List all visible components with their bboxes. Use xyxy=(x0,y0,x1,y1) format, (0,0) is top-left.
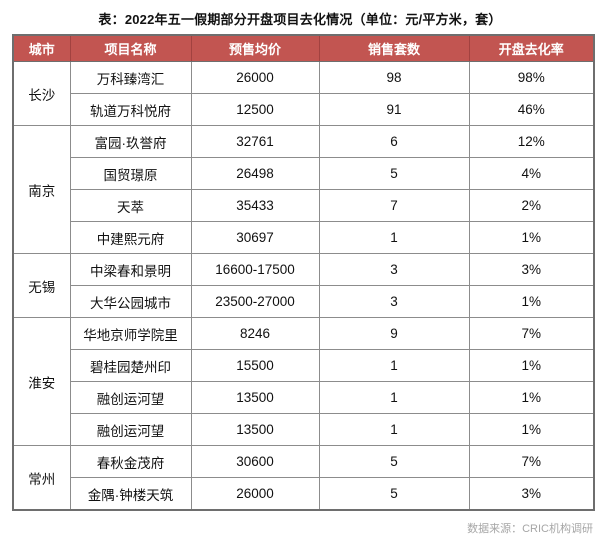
table-row: 天萃 35433 7 2% xyxy=(13,189,595,222)
rate-cell: 3% xyxy=(468,477,595,511)
rate-cell: 1% xyxy=(468,221,595,254)
rate-cell: 1% xyxy=(468,413,595,446)
header-row: 城市 项目名称 预售均价 销售套数 开盘去化率 xyxy=(12,34,595,62)
data-source-note: 数据来源：CRIC机构调研 xyxy=(467,523,593,535)
sales-table: 城市 项目名称 预售均价 销售套数 开盘去化率 长沙 万科臻湾汇 26000 98 98… xyxy=(12,34,595,511)
table-row: 金隅·钟楼天筑 26000 5 3% xyxy=(13,477,595,511)
price-cell: 13500 xyxy=(190,413,320,446)
city-cell: 南京 xyxy=(12,125,71,254)
units-cell: 98 xyxy=(318,61,470,94)
project-cell: 轨道万科悦府 xyxy=(69,93,192,126)
units-cell: 5 xyxy=(318,445,470,478)
rate-cell: 1% xyxy=(468,349,595,382)
col-header-rate: 开盘去化率 xyxy=(468,34,595,62)
col-header-city: 城市 xyxy=(12,34,71,62)
rate-cell: 3% xyxy=(468,253,595,286)
project-cell: 华地京师学院里 xyxy=(69,317,192,350)
project-cell: 万科臻湾汇 xyxy=(69,61,192,94)
rate-cell: 2% xyxy=(468,189,595,222)
rate-cell: 98% xyxy=(468,61,595,94)
price-cell: 23500-27000 xyxy=(190,285,320,318)
units-cell: 1 xyxy=(318,221,470,254)
price-cell: 30697 xyxy=(190,221,320,254)
table-row: 融创运河望 13500 1 1% xyxy=(13,381,595,414)
project-cell: 金隅·钟楼天筑 xyxy=(69,477,192,511)
table-row: 南京 富园·玖誉府 32761 6 12% xyxy=(12,125,595,254)
rate-cell: 7% xyxy=(468,445,595,478)
table-row: 国贸璟原 26498 5 4% xyxy=(13,157,595,190)
units-cell: 7 xyxy=(318,189,470,222)
units-cell: 5 xyxy=(318,477,470,511)
table-header: 城市 项目名称 预售均价 销售套数 开盘去化率 xyxy=(12,34,595,62)
project-cell: 中梁春和景明 xyxy=(69,253,192,286)
project-cell: 国贸璟原 xyxy=(69,157,192,190)
rate-cell: 12% xyxy=(468,125,595,158)
project-cell: 大华公园城市 xyxy=(69,285,192,318)
price-cell: 32761 xyxy=(190,125,320,158)
price-cell: 35433 xyxy=(190,189,320,222)
table-row: 长沙 万科臻湾汇 26000 98 98% xyxy=(12,61,595,126)
project-cell: 融创运河望 xyxy=(69,381,192,414)
project-cell: 中建熙元府 xyxy=(69,221,192,254)
table-row: 融创运河望 13500 1 1% xyxy=(13,413,595,446)
units-cell: 5 xyxy=(318,157,470,190)
units-cell: 1 xyxy=(318,381,470,414)
rate-cell: 1% xyxy=(468,285,595,318)
city-cell: 淮安 xyxy=(12,317,71,446)
project-cell: 春秋金茂府 xyxy=(69,445,192,478)
units-cell: 9 xyxy=(318,317,470,350)
table-row: 碧桂园楚州印 15500 1 1% xyxy=(13,349,595,382)
units-cell: 3 xyxy=(318,253,470,286)
price-cell: 26000 xyxy=(190,477,320,511)
col-header-price: 预售均价 xyxy=(190,34,320,62)
project-cell: 碧桂园楚州印 xyxy=(69,349,192,382)
rate-cell: 4% xyxy=(468,157,595,190)
units-cell: 6 xyxy=(318,125,470,158)
table-row: 无锡 中梁春和景明 16600-17500 3 3% xyxy=(12,253,595,318)
table-body: 长沙 万科臻湾汇 26000 98 98% 轨道万科悦府 12500 91 46% 南京 富园·玖誉… xyxy=(12,61,595,511)
table-row: 轨道万科悦府 12500 91 46% xyxy=(13,93,595,126)
rate-cell: 1% xyxy=(468,381,595,414)
price-cell: 13500 xyxy=(190,381,320,414)
table-title: 表：2022年五一假期部分开盘项目去化情况（单位：元/平方米，套） xyxy=(98,12,502,27)
table-row: 淮安 华地京师学院里 8246 9 7% xyxy=(12,317,595,446)
city-cell: 长沙 xyxy=(12,61,71,126)
units-cell: 91 xyxy=(318,93,470,126)
price-cell: 16600-17500 xyxy=(190,253,320,286)
price-cell: 15500 xyxy=(190,349,320,382)
city-cell: 无锡 xyxy=(12,253,71,318)
city-cell: 常州 xyxy=(12,445,71,511)
units-cell: 1 xyxy=(318,413,470,446)
price-cell: 26000 xyxy=(190,61,320,94)
table-row: 常州 春秋金茂府 30600 5 7% xyxy=(12,445,595,511)
project-cell: 天萃 xyxy=(69,189,192,222)
rate-cell: 46% xyxy=(468,93,595,126)
units-cell: 1 xyxy=(318,349,470,382)
project-cell: 融创运河望 xyxy=(69,413,192,446)
table-row: 大华公园城市 23500-27000 3 1% xyxy=(13,285,595,318)
price-cell: 12500 xyxy=(190,93,320,126)
price-cell: 30600 xyxy=(190,445,320,478)
price-cell: 26498 xyxy=(190,157,320,190)
table-row: 中建熙元府 30697 1 1% xyxy=(13,221,595,254)
units-cell: 3 xyxy=(318,285,470,318)
price-cell: 8246 xyxy=(190,317,320,350)
project-cell: 富园·玖誉府 xyxy=(69,125,192,158)
rate-cell: 7% xyxy=(468,317,595,350)
col-header-project: 项目名称 xyxy=(69,34,192,62)
col-header-units: 销售套数 xyxy=(318,34,470,62)
